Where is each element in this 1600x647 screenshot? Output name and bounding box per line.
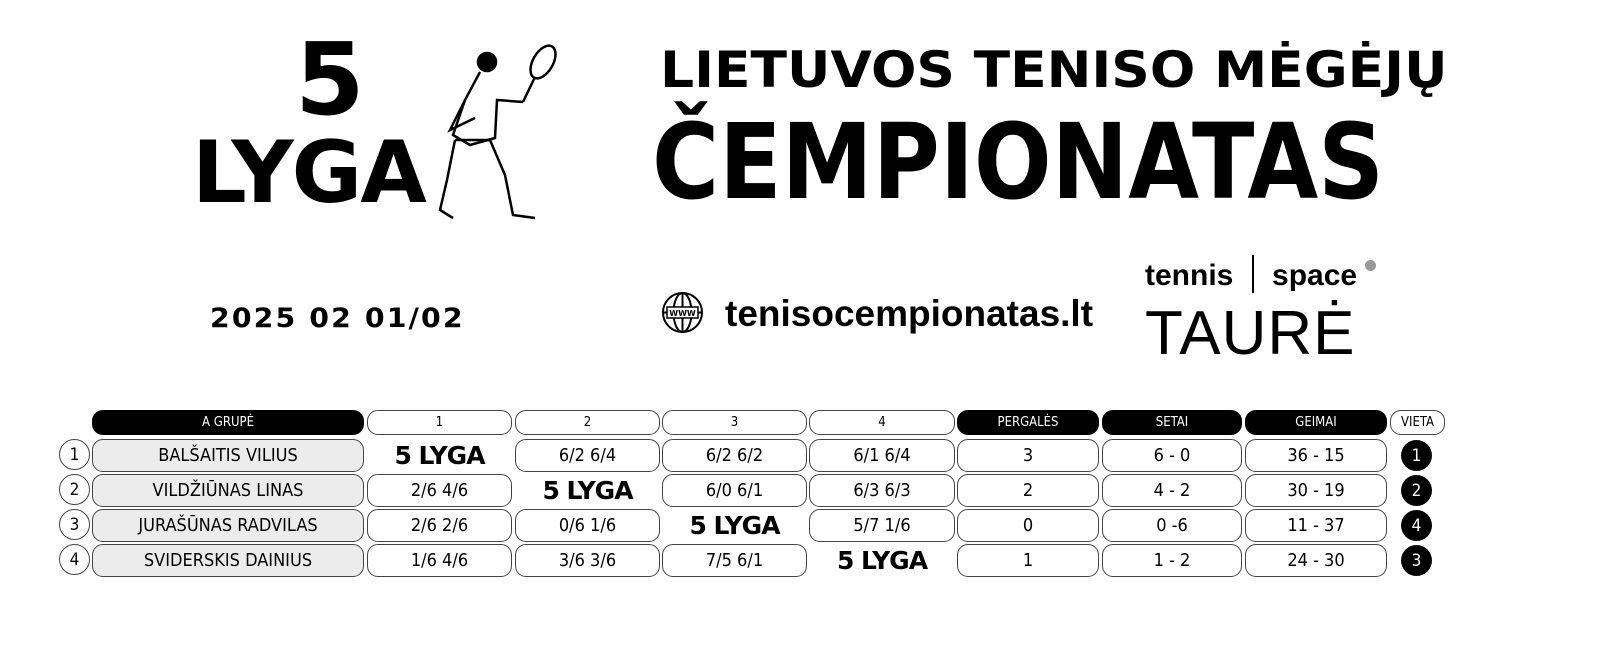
match-result: 6/3 6/3 bbox=[809, 474, 955, 507]
place-badge: 2 bbox=[1401, 475, 1432, 506]
column-header-3: 3 bbox=[662, 410, 807, 435]
games-value: 36 - 15 bbox=[1245, 439, 1387, 472]
match-result: 3/6 3/6 bbox=[515, 544, 660, 577]
player-name: BALŠAITIS VILIUS bbox=[92, 439, 364, 472]
svg-text:WWW: WWW bbox=[669, 309, 696, 318]
self-match-logo: 5 LYGA bbox=[394, 441, 485, 470]
row-number: 2 bbox=[59, 474, 90, 505]
group-header: A GRUPĖ bbox=[92, 410, 364, 435]
place-header: VIETA bbox=[1390, 410, 1445, 435]
player-name: VILDŽIŪNAS LINAS bbox=[92, 474, 364, 507]
logo-text: LYGA bbox=[192, 123, 427, 223]
title-line1: LIETUVOS TENISO MĖGĖJŲ bbox=[660, 41, 1448, 99]
website-link[interactable]: tenisocempionatas.lt bbox=[725, 293, 1094, 334]
sponsor-divider bbox=[1251, 255, 1254, 293]
match-result: 0/6 1/6 bbox=[515, 509, 660, 542]
sponsor-left: tennis bbox=[1145, 259, 1234, 292]
self-match-logo: 5 LYGA bbox=[542, 476, 633, 505]
sets-value: 6 - 0 bbox=[1102, 439, 1242, 472]
column-header-2: 2 bbox=[515, 410, 660, 435]
place-badge: 4 bbox=[1401, 510, 1432, 541]
games-value: 24 - 30 bbox=[1245, 544, 1387, 577]
place-badge: 1 bbox=[1401, 440, 1432, 471]
event-date: 2025 02 01/02 bbox=[210, 303, 465, 334]
title-line2: ČEMPIONATAS bbox=[652, 101, 1385, 223]
match-result: 7/5 6/1 bbox=[662, 544, 807, 577]
match-result: 6/2 6/2 bbox=[662, 439, 807, 472]
wins-value: 1 bbox=[957, 544, 1099, 577]
sets-header: SETAI bbox=[1102, 410, 1242, 435]
sponsor-logo: tennis space bbox=[1145, 255, 1377, 293]
place-badge: 3 bbox=[1401, 545, 1432, 576]
match-result: 6/2 6/4 bbox=[515, 439, 660, 472]
ball-icon bbox=[1365, 260, 1377, 271]
sets-value: 4 - 2 bbox=[1102, 474, 1242, 507]
games-value: 30 - 19 bbox=[1245, 474, 1387, 507]
wins-value: 2 bbox=[957, 474, 1099, 507]
sponsor-right: space bbox=[1272, 259, 1358, 292]
logo-number: 5 bbox=[295, 21, 367, 138]
row-number: 1 bbox=[59, 439, 90, 470]
column-header-1: 1 bbox=[367, 410, 512, 435]
match-result: 2/6 4/6 bbox=[367, 474, 512, 507]
column-header-4: 4 bbox=[809, 410, 955, 435]
tennis-player-figure bbox=[438, 44, 557, 220]
sets-value: 0 -6 bbox=[1102, 509, 1242, 542]
self-match-logo: 5 LYGA bbox=[836, 546, 928, 575]
self-match-logo: 5 LYGA bbox=[689, 511, 780, 540]
match-result: 1/6 4/6 bbox=[367, 544, 512, 577]
sets-value: 1 - 2 bbox=[1102, 544, 1242, 577]
wins-value: 0 bbox=[957, 509, 1099, 542]
cup-title: TAURĖ bbox=[1145, 299, 1356, 368]
games-value: 11 - 37 bbox=[1245, 509, 1387, 542]
player-name: JURAŠŪNAS RADVILAS bbox=[92, 509, 364, 542]
player-name: SVIDERSKIS DAINIUS bbox=[92, 544, 364, 577]
globe-www-icon: WWW bbox=[662, 292, 703, 333]
row-number: 3 bbox=[59, 509, 90, 540]
match-result: 6/0 6/1 bbox=[662, 474, 807, 507]
wins-header: PERGALĖS bbox=[957, 410, 1099, 435]
row-number: 4 bbox=[59, 544, 90, 575]
match-result: 2/6 2/6 bbox=[367, 509, 512, 542]
games-header: GEIMAI bbox=[1245, 410, 1387, 435]
match-result: 5/7 1/6 bbox=[809, 509, 955, 542]
match-result: 6/1 6/4 bbox=[809, 439, 955, 472]
wins-value: 3 bbox=[957, 439, 1099, 472]
